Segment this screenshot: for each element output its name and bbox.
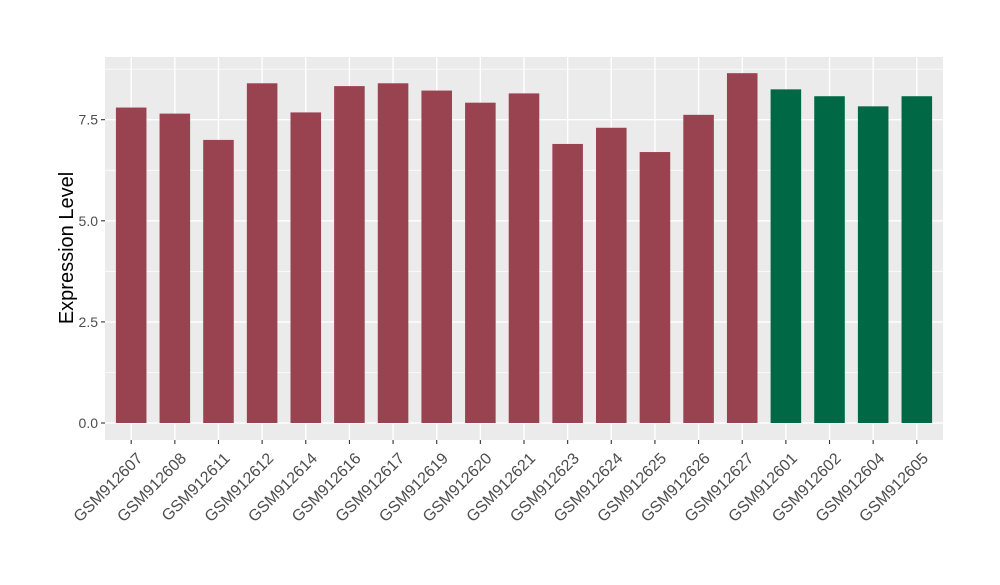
bar-GSM912625 [639, 152, 671, 424]
y-tick-label: 5.0 [79, 213, 99, 229]
y-tick-label: 2.5 [79, 314, 99, 330]
bar-GSM912619 [421, 90, 452, 424]
bar-GSM912627 [726, 73, 758, 424]
bar-GSM912604 [857, 106, 889, 424]
bar-GSM912623 [552, 143, 583, 424]
bar-GSM912602 [814, 96, 845, 424]
y-tick-label: 0.0 [79, 415, 99, 431]
bar-GSM912617 [377, 83, 409, 424]
bar-GSM912626 [683, 114, 714, 424]
bar-GSM912621 [508, 93, 540, 424]
bar-GSM912608 [159, 113, 191, 424]
y-axis-title: Expression Level [56, 172, 78, 324]
bar-GSM912605 [901, 96, 933, 424]
bar-GSM912614 [290, 112, 322, 424]
bar-GSM912607 [115, 107, 147, 424]
bar-GSM912620 [465, 102, 496, 424]
bar-GSM912601 [770, 89, 802, 424]
bar-GSM912611 [203, 139, 234, 424]
bar-GSM912612 [246, 83, 278, 424]
bar-GSM912624 [596, 127, 627, 424]
bars [115, 73, 933, 424]
y-tick-label: 7.5 [79, 112, 99, 128]
bar-GSM912616 [334, 86, 365, 424]
